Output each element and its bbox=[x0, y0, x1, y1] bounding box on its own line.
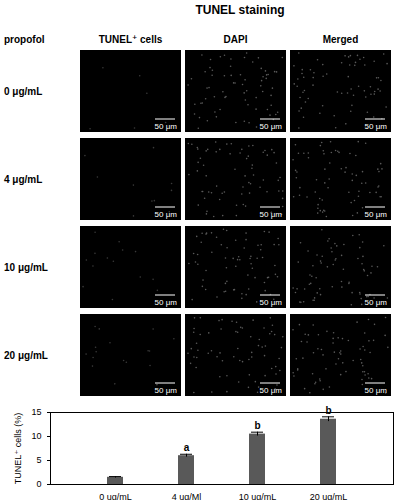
svg-text:10: 10 bbox=[31, 431, 41, 441]
svg-text:Merged: Merged bbox=[323, 34, 359, 45]
svg-text:5: 5 bbox=[36, 455, 41, 465]
svg-text:50 μm: 50 μm bbox=[365, 122, 388, 131]
svg-text:0 ug/mL: 0 ug/mL bbox=[99, 492, 132, 500]
svg-text:50 μm: 50 μm bbox=[155, 122, 178, 131]
svg-text:4 ug/Ml: 4 ug/Ml bbox=[172, 492, 202, 500]
svg-text:20 ug/mL: 20 ug/mL bbox=[310, 492, 348, 500]
svg-text:TUNEL staining: TUNEL staining bbox=[195, 3, 284, 17]
svg-text:0 μg/mL: 0 μg/mL bbox=[4, 86, 42, 97]
svg-text:50 μm: 50 μm bbox=[260, 210, 283, 219]
svg-text:a: a bbox=[184, 442, 190, 453]
svg-text:50 μm: 50 μm bbox=[365, 210, 388, 219]
svg-text:50 μm: 50 μm bbox=[365, 298, 388, 307]
svg-text:TUNEL⁺ cells (%): TUNEL⁺ cells (%) bbox=[13, 413, 23, 484]
svg-text:50 μm: 50 μm bbox=[155, 298, 178, 307]
svg-text:0: 0 bbox=[36, 479, 41, 489]
svg-text:4 μg/mL: 4 μg/mL bbox=[4, 174, 42, 185]
svg-text:15: 15 bbox=[31, 407, 41, 417]
svg-text:50 μm: 50 μm bbox=[155, 210, 178, 219]
svg-text:propofol: propofol bbox=[4, 34, 45, 45]
svg-text:50 μm: 50 μm bbox=[365, 386, 388, 395]
svg-text:DAPI: DAPI bbox=[224, 34, 248, 45]
svg-text:b: b bbox=[325, 405, 331, 416]
svg-text:10 μg/mL: 10 μg/mL bbox=[4, 262, 48, 273]
svg-text:50 μm: 50 μm bbox=[260, 298, 283, 307]
svg-text:20 μg/mL: 20 μg/mL bbox=[4, 350, 48, 361]
svg-text:b: b bbox=[254, 420, 260, 431]
svg-text:50 μm: 50 μm bbox=[260, 386, 283, 395]
svg-text:50 μm: 50 μm bbox=[155, 386, 178, 395]
svg-text:50 μm: 50 μm bbox=[260, 122, 283, 131]
svg-text:10 ug/mL: 10 ug/mL bbox=[239, 492, 277, 500]
svg-text:TUNEL⁺ cells: TUNEL⁺ cells bbox=[99, 34, 163, 45]
